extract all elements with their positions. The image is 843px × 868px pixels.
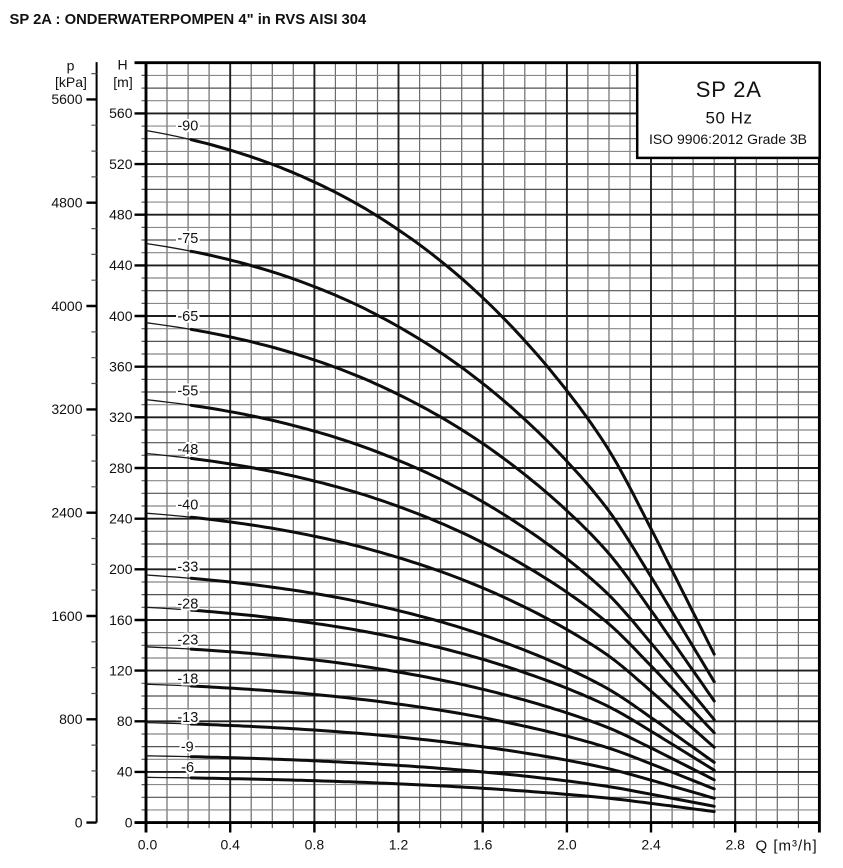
svg-text:1600: 1600 [51, 608, 82, 624]
svg-text:560: 560 [109, 105, 133, 121]
svg-text:[kPa]: [kPa] [55, 74, 87, 90]
svg-text:0: 0 [125, 814, 133, 830]
svg-text:40: 40 [117, 764, 133, 780]
svg-text:-75: -75 [177, 231, 198, 247]
svg-text:320: 320 [109, 409, 133, 425]
svg-text:-6: -6 [181, 760, 194, 776]
svg-text:1.2: 1.2 [389, 837, 409, 853]
svg-text:2400: 2400 [51, 505, 82, 521]
svg-text:160: 160 [109, 612, 133, 628]
svg-text:-28: -28 [177, 597, 198, 613]
svg-text:4000: 4000 [51, 298, 82, 314]
svg-text:3200: 3200 [51, 401, 82, 417]
svg-text:280: 280 [109, 460, 133, 476]
svg-text:-48: -48 [177, 442, 198, 458]
svg-text:50 Hz: 50 Hz [706, 109, 753, 128]
svg-text:SP 2A: SP 2A [696, 77, 762, 102]
svg-text:360: 360 [109, 359, 133, 375]
svg-text:-13: -13 [177, 710, 198, 726]
svg-text:240: 240 [109, 511, 133, 527]
svg-text:0.8: 0.8 [305, 837, 325, 853]
svg-text:4800: 4800 [51, 195, 82, 211]
svg-text:H: H [117, 57, 127, 73]
svg-text:5600: 5600 [51, 91, 82, 107]
svg-text:0.0: 0.0 [138, 837, 158, 853]
svg-text:-9: -9 [181, 740, 194, 756]
svg-text:440: 440 [109, 257, 133, 273]
svg-text:p: p [67, 58, 75, 74]
svg-text:ISO 9906:2012 Grade 3B: ISO 9906:2012 Grade 3B [649, 131, 807, 147]
svg-text:-40: -40 [177, 498, 198, 514]
svg-text:-65: -65 [177, 309, 198, 325]
svg-text:80: 80 [117, 713, 133, 729]
svg-text:400: 400 [109, 308, 133, 324]
svg-text:2.8: 2.8 [725, 837, 745, 853]
svg-text:SP 2A : ONDERWATERPOMPEN 4" in: SP 2A : ONDERWATERPOMPEN 4" in RVS AISI … [10, 12, 368, 28]
svg-text:-33: -33 [177, 560, 198, 576]
svg-text:1.6: 1.6 [473, 837, 493, 853]
svg-text:Q [m³/h]: Q [m³/h] [756, 838, 818, 855]
svg-text:0.4: 0.4 [220, 837, 240, 853]
svg-text:480: 480 [109, 207, 133, 223]
svg-text:-55: -55 [177, 384, 198, 400]
svg-text:-18: -18 [177, 672, 198, 688]
svg-text:0: 0 [75, 814, 83, 830]
svg-text:[m]: [m] [113, 74, 132, 90]
svg-text:800: 800 [59, 711, 83, 727]
svg-text:-90: -90 [177, 118, 198, 134]
svg-text:200: 200 [109, 561, 133, 577]
svg-text:120: 120 [109, 662, 133, 678]
svg-text:2.0: 2.0 [557, 837, 577, 853]
svg-text:2.4: 2.4 [641, 837, 661, 853]
svg-text:520: 520 [109, 156, 133, 172]
svg-text:-23: -23 [177, 633, 198, 649]
